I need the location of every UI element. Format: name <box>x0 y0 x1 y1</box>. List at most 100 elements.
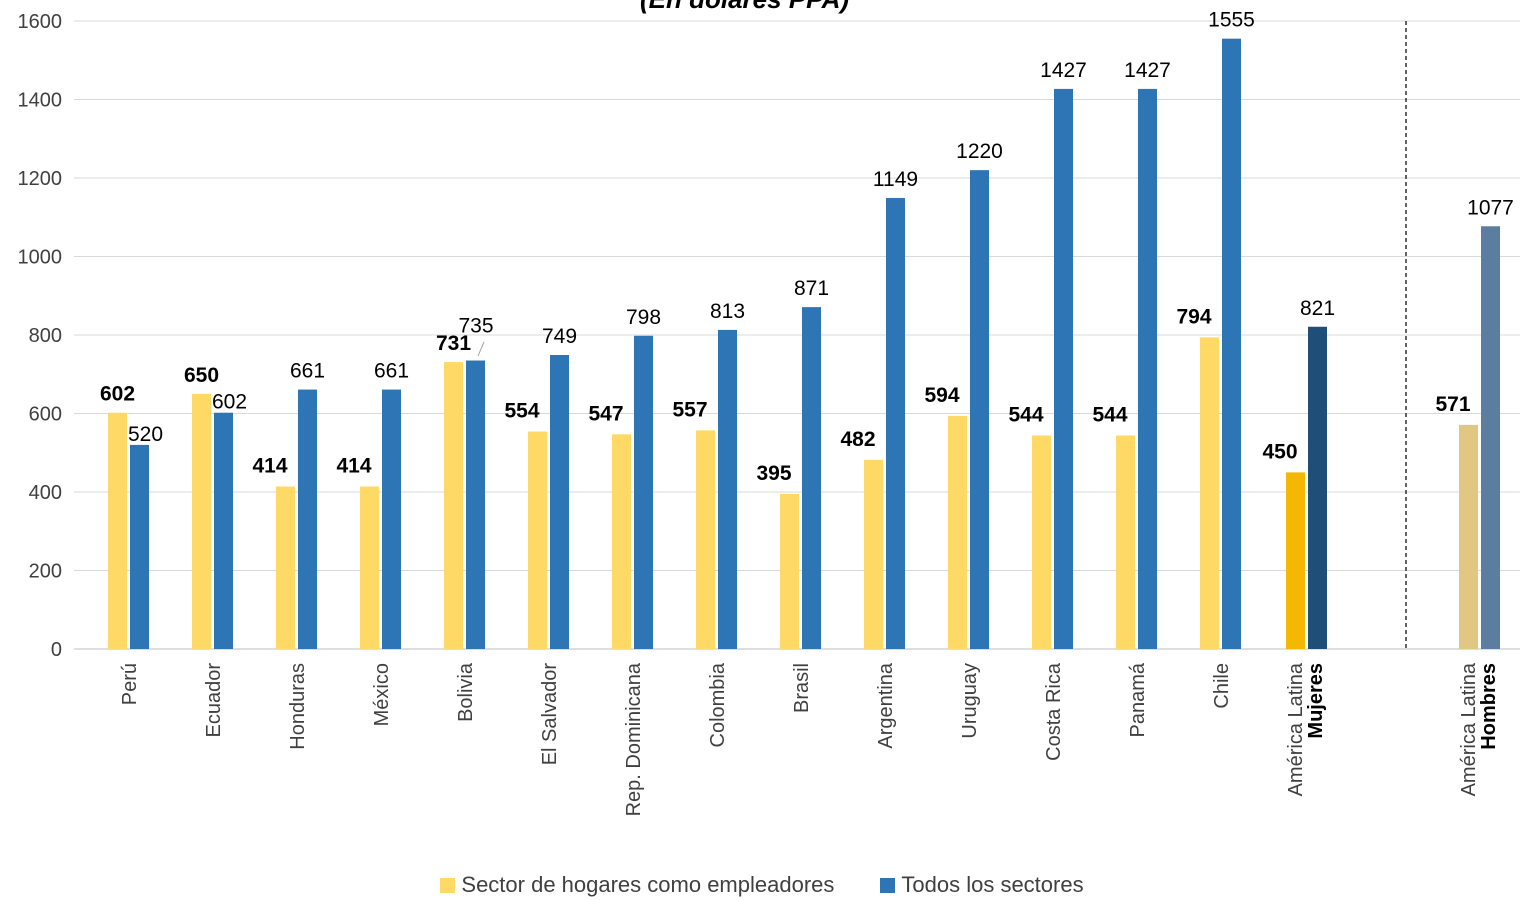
x-tick-label-text: Honduras <box>287 663 309 750</box>
data-label-hogares: 395 <box>756 462 791 485</box>
x-tick-label: Chile <box>1211 663 1233 709</box>
data-label-todos: 813 <box>710 300 745 323</box>
data-label-hogares: 414 <box>336 455 371 478</box>
bar-hogares <box>528 431 547 649</box>
bar-todos <box>1138 88 1157 650</box>
bar-hogares <box>276 486 295 649</box>
data-label-todos: 1077 <box>1467 196 1514 219</box>
x-tick-label: Bolivia <box>455 662 477 722</box>
data-label-hogares: 414 <box>252 455 287 478</box>
data-label-hogares: 731 <box>436 332 471 355</box>
x-tick-label-text: México <box>371 663 393 726</box>
x-tick-label: Argentina <box>875 662 897 748</box>
data-label-todos: 1427 <box>1040 59 1087 82</box>
x-tick-label: Ecuador <box>203 663 225 738</box>
data-label-hogares: 547 <box>588 402 623 425</box>
x-tick-label-text: Bolivia <box>455 662 477 722</box>
data-label-hogares: 571 <box>1435 393 1470 416</box>
x-tick-label: Colombia <box>707 662 729 747</box>
data-label-hogares: 482 <box>840 428 875 451</box>
bar-hogares <box>108 412 127 649</box>
x-tick-label-text: Rep. Dominicana <box>623 662 645 816</box>
bar-todos <box>970 170 989 649</box>
data-label-todos: 1555 <box>1208 9 1255 32</box>
data-label-todos: 735 <box>458 315 493 338</box>
x-tick-label-text: Panamá <box>1127 662 1149 737</box>
data-label-todos: 798 <box>626 306 661 329</box>
bar-hogares <box>864 459 883 649</box>
data-label-todos: 661 <box>290 360 325 383</box>
x-tick-label: El Salvador <box>539 663 561 766</box>
bar-hogares <box>1286 472 1305 649</box>
bar-todos <box>550 355 569 649</box>
bar-todos <box>130 444 149 649</box>
bar-hogares <box>948 415 967 649</box>
legend-swatch-hogares <box>440 877 456 893</box>
legend-label-hogares: Sector de hogares como empleadores <box>461 872 835 897</box>
x-tick-label: Brasil <box>791 663 813 713</box>
x-tick-label-text: Brasil <box>791 663 813 713</box>
data-label-hogares: 594 <box>924 384 959 407</box>
x-tick-label-text: Argentina <box>875 662 897 748</box>
y-tick-label: 1600 <box>18 11 63 33</box>
y-tick-label: 1400 <box>18 90 63 112</box>
bar-todos <box>214 412 233 649</box>
bar-todos <box>1054 88 1073 650</box>
bar-todos <box>718 329 737 649</box>
legend-item-hogares: Sector de hogares como empleadores <box>440 872 834 898</box>
data-label-todos: 520 <box>128 423 163 446</box>
bar-todos <box>1222 38 1241 650</box>
data-label-hogares: 602 <box>100 383 135 406</box>
y-tick-label: 1000 <box>18 247 63 269</box>
chart-legend: Sector de hogares como empleadores Todos… <box>0 872 1524 898</box>
x-tick-label: Rep. Dominicana <box>623 662 645 816</box>
x-tick-label-text: Perú <box>119 663 141 705</box>
bar-todos <box>1308 326 1327 649</box>
y-tick-label: 200 <box>29 561 62 583</box>
data-label-todos: 602 <box>212 391 247 414</box>
bar-hogares <box>444 362 463 649</box>
data-label-todos: 821 <box>1300 297 1335 320</box>
y-tick-label: 0 <box>51 639 62 661</box>
bar-chart: 0 200 400 600 800 1000 1200 1400 1600 602 520 Perú 6… <box>18 9 1520 816</box>
y-tick-label: 400 <box>29 482 62 504</box>
bar-hogares <box>780 493 799 649</box>
x-tick-sublabel: Hombres <box>1478 663 1500 750</box>
x-tick-label-text: Uruguay <box>959 663 981 739</box>
bar-hogares <box>1032 435 1051 649</box>
data-label-hogares: 650 <box>184 364 219 387</box>
y-tick-label: 1200 <box>18 168 63 190</box>
data-label-todos: 1427 <box>1124 59 1171 82</box>
data-label-todos: 871 <box>794 277 829 300</box>
x-tick-label-text: América Latina <box>1458 662 1480 796</box>
x-tick-label: Uruguay <box>959 663 981 739</box>
bar-todos <box>802 307 821 649</box>
legend-item-todos: Todos los sectores <box>880 872 1084 898</box>
data-label-hogares: 794 <box>1176 305 1211 328</box>
bar-todos <box>298 389 317 649</box>
x-tick-label: Honduras <box>287 663 309 750</box>
data-label-hogares: 554 <box>504 400 539 423</box>
legend-swatch-todos <box>880 877 896 893</box>
leader-line <box>477 341 485 357</box>
data-label-todos: 749 <box>542 325 577 348</box>
x-tick-label-text: Costa Rica <box>1043 662 1065 761</box>
x-tick-label: Perú <box>119 663 141 705</box>
x-tick-label-text: América Latina <box>1285 662 1307 796</box>
bar-todos <box>634 335 653 649</box>
x-tick-label: México <box>371 663 393 726</box>
x-tick-label-text: Chile <box>1211 663 1233 709</box>
x-tick-label-text: Ecuador <box>203 663 225 738</box>
bar-hogares <box>612 434 631 649</box>
x-tick-label-text: El Salvador <box>539 663 561 766</box>
x-tick-sublabel: Mujeres <box>1305 663 1327 739</box>
y-tick-label: 600 <box>29 404 62 426</box>
bar-todos <box>382 389 401 649</box>
bar-todos <box>466 360 485 649</box>
data-label-hogares: 544 <box>1008 403 1043 426</box>
x-tick-label-text: Colombia <box>707 662 729 747</box>
bar-hogares <box>1459 424 1478 649</box>
bar-hogares <box>1200 337 1219 649</box>
